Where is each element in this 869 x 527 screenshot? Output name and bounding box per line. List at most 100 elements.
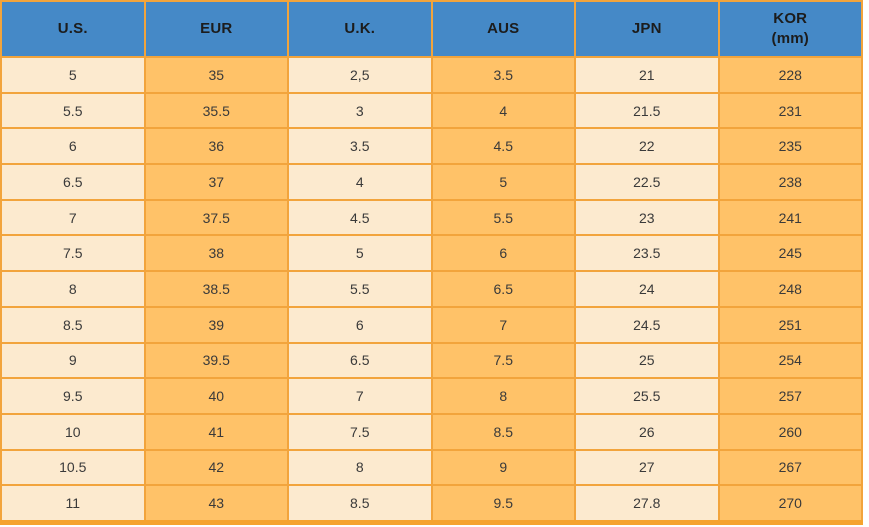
col-header-eur: EUR xyxy=(143,0,289,58)
size-cell: 39.5 xyxy=(143,341,289,380)
size-cell: 9.5 xyxy=(430,484,576,524)
table-row: 11 43 8.5 9.5 27.8 270 xyxy=(0,484,863,524)
size-cell: 5.5 xyxy=(287,270,433,308)
size-cell: 39 xyxy=(143,305,289,344)
size-cell: 238 xyxy=(717,163,863,201)
col-header-kor: KOR (mm) xyxy=(717,0,863,58)
size-cell: 235 xyxy=(717,127,863,166)
size-cell: 36 xyxy=(143,127,289,166)
size-cell: 7 xyxy=(287,377,433,415)
size-cell: 35 xyxy=(143,56,289,94)
size-cell: 6.5 xyxy=(0,163,146,201)
size-cell: 260 xyxy=(717,412,863,451)
col-header-label: AUS xyxy=(487,19,520,37)
size-cell: 4.5 xyxy=(430,127,576,166)
size-cell: 24 xyxy=(574,270,720,308)
size-cell: 26 xyxy=(574,412,720,451)
size-cell: 5.5 xyxy=(430,198,576,237)
size-cell: 251 xyxy=(717,305,863,344)
size-cell: 8.5 xyxy=(287,484,433,524)
size-cell: 21 xyxy=(574,56,720,94)
col-header-label: KOR xyxy=(773,9,808,27)
size-cell: 38 xyxy=(143,234,289,273)
size-cell: 24.5 xyxy=(574,305,720,344)
table-row: 6 36 3.5 4.5 22 235 xyxy=(0,127,863,166)
size-cell: 5 xyxy=(430,163,576,201)
table-row: 10 41 7.5 8.5 26 260 xyxy=(0,412,863,451)
size-cell: 267 xyxy=(717,448,863,487)
size-cell: 22.5 xyxy=(574,163,720,201)
size-cell: 5.5 xyxy=(0,91,146,130)
size-cell: 257 xyxy=(717,377,863,415)
size-cell: 7.5 xyxy=(0,234,146,273)
col-header-unit: (mm) xyxy=(771,30,809,47)
size-cell: 42 xyxy=(143,448,289,487)
table-body: 5 35 2,5 3.5 21 228 5.5 35.5 3 4 21.5 231 6 36 3.5 4.5 2… xyxy=(0,56,863,524)
size-cell: 22 xyxy=(574,127,720,166)
size-cell: 37 xyxy=(143,163,289,201)
size-cell: 23.5 xyxy=(574,234,720,273)
table-row: 9.5 40 7 8 25.5 257 xyxy=(0,377,863,415)
size-cell: 9.5 xyxy=(0,377,146,415)
size-cell: 11 xyxy=(0,484,146,524)
size-cell: 27.8 xyxy=(574,484,720,524)
size-cell: 37.5 xyxy=(143,198,289,237)
header-row: U.S. EUR U.K. AUS JPN KOR (mm) xyxy=(0,0,863,58)
size-cell: 9 xyxy=(0,341,146,380)
size-cell: 3 xyxy=(287,91,433,130)
size-cell: 5 xyxy=(0,56,146,94)
size-cell: 7.5 xyxy=(430,341,576,380)
table-row: 5.5 35.5 3 4 21.5 231 xyxy=(0,91,863,130)
size-cell: 21.5 xyxy=(574,91,720,130)
size-cell: 228 xyxy=(717,56,863,94)
size-cell: 38.5 xyxy=(143,270,289,308)
size-cell: 8.5 xyxy=(0,305,146,344)
col-header-us: U.S. xyxy=(0,0,146,58)
size-cell: 9 xyxy=(430,448,576,487)
size-cell: 245 xyxy=(717,234,863,273)
size-cell: 270 xyxy=(717,484,863,524)
size-cell: 6 xyxy=(287,305,433,344)
col-header-uk: U.K. xyxy=(287,0,433,58)
size-cell: 254 xyxy=(717,341,863,380)
size-cell: 6.5 xyxy=(430,270,576,308)
size-cell: 43 xyxy=(143,484,289,524)
size-cell: 6 xyxy=(0,127,146,166)
size-cell: 23 xyxy=(574,198,720,237)
size-cell: 4.5 xyxy=(287,198,433,237)
size-cell: 4 xyxy=(430,91,576,130)
size-cell: 41 xyxy=(143,412,289,451)
size-cell: 25 xyxy=(574,341,720,380)
table-row: 6.5 37 4 5 22.5 238 xyxy=(0,163,863,201)
size-cell: 10.5 xyxy=(0,448,146,487)
size-cell: 7 xyxy=(430,305,576,344)
size-cell: 40 xyxy=(143,377,289,415)
size-cell: 4 xyxy=(287,163,433,201)
table-row: 8 38.5 5.5 6.5 24 248 xyxy=(0,270,863,308)
size-cell: 8 xyxy=(0,270,146,308)
table-row: 7.5 38 5 6 23.5 245 xyxy=(0,234,863,273)
table-header: U.S. EUR U.K. AUS JPN KOR (mm) xyxy=(0,0,863,58)
size-cell: 231 xyxy=(717,91,863,130)
table-row: 10.5 42 8 9 27 267 xyxy=(0,448,863,487)
size-cell: 35.5 xyxy=(143,91,289,130)
size-cell: 10 xyxy=(0,412,146,451)
size-cell: 241 xyxy=(717,198,863,237)
col-header-label: U.K. xyxy=(344,19,376,37)
table-row: 5 35 2,5 3.5 21 228 xyxy=(0,56,863,94)
size-cell: 5 xyxy=(287,234,433,273)
size-cell: 8 xyxy=(430,377,576,415)
table-row: 8.5 39 6 7 24.5 251 xyxy=(0,305,863,344)
col-header-aus: AUS xyxy=(430,0,576,58)
size-cell: 3.5 xyxy=(430,56,576,94)
size-cell: 7.5 xyxy=(287,412,433,451)
size-cell: 8 xyxy=(287,448,433,487)
size-cell: 7 xyxy=(0,198,146,237)
size-cell: 6.5 xyxy=(287,341,433,380)
table-row: 7 37.5 4.5 5.5 23 241 xyxy=(0,198,863,237)
size-cell: 248 xyxy=(717,270,863,308)
size-cell: 25.5 xyxy=(574,377,720,415)
col-header-label: JPN xyxy=(631,19,662,37)
